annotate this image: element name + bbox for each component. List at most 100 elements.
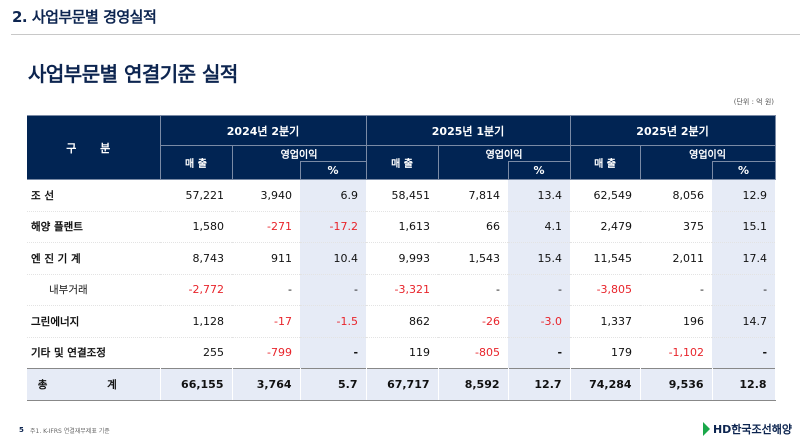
page-number: 5	[19, 426, 24, 434]
margin-cell: -	[508, 337, 571, 369]
sales-cell: -2,772	[160, 274, 232, 306]
table-row: 기타 및 연결조정 255 -799-119 -805-179 -1,102-	[27, 337, 776, 369]
sales-cell: 1,580	[160, 211, 232, 243]
row-label: 엔 진 기 계	[27, 242, 160, 275]
unit-note: (단위 : 억 원)	[733, 98, 774, 106]
margin-cell: 14.7	[712, 305, 776, 338]
margin-cell: -	[712, 274, 776, 306]
sales-header: 매 출	[365, 145, 439, 180]
total-row: 총 계 66,155 3,764 5.7 67,717 8,592 12.7 74,284 9,…	[27, 368, 776, 401]
row-label: 내부거래	[27, 274, 160, 306]
op-profit-cell: 66	[438, 211, 509, 243]
margin-cell: 12.8	[712, 368, 776, 401]
margin-cell: 13.4	[508, 179, 571, 212]
op-profit-cell: -17	[232, 305, 300, 338]
company-logo: HD한국조선해양	[702, 421, 792, 437]
results-table: 구 분 2024년 2분기 2025년 1분기 2025년 2분기 매 출 영업…	[27, 115, 776, 401]
row-label: 기타 및 연결조정	[27, 337, 160, 369]
op-header: 영업이익	[639, 145, 776, 162]
logo-text: HD한국조선해양	[712, 423, 792, 436]
sales-cell: 11,545	[570, 242, 641, 275]
op-profit-cell: -271	[232, 211, 300, 243]
op-profit-cell: 3,940	[232, 179, 300, 212]
logo-chevron-icon	[702, 422, 710, 436]
op-profit-cell: 7,814	[438, 179, 509, 212]
row-label: 해양 플랜트	[27, 211, 160, 243]
margin-cell: 4.1	[508, 211, 571, 243]
category-header: 구 분	[27, 115, 161, 180]
divider	[11, 34, 800, 35]
row-label: 총 계	[27, 368, 161, 401]
footnote: 주1. K-IFRS 연결재무제표 기준	[30, 428, 110, 435]
sales-cell: 8,743	[160, 242, 232, 275]
margin-cell: -1.5	[300, 305, 367, 338]
row-label: 그린에너지	[27, 305, 160, 338]
sales-cell: -3,321	[366, 274, 439, 306]
page-title: 사업부문별 연결기준 실적	[28, 62, 238, 86]
table-row: 내부거래 -2,772- - -3,321- - -3,805- -	[27, 274, 776, 306]
sales-cell: 9,993	[366, 242, 439, 275]
margin-cell: 15.4	[508, 242, 571, 275]
sales-cell: 255	[160, 337, 232, 369]
op-value-header	[639, 161, 713, 180]
sales-header: 매 출	[569, 145, 641, 180]
margin-cell: -3.0	[508, 305, 571, 338]
op-profit-cell: -805	[438, 337, 509, 369]
sales-cell: 58,451	[366, 179, 439, 212]
margin-cell: 15.1	[712, 211, 776, 243]
op-profit-cell: -799	[232, 337, 300, 369]
table-row: 그린에너지 1,128 -17 -1.5 862 -26 -3.0 1,337 196 14.7	[27, 305, 776, 338]
op-profit-cell: 911	[232, 242, 300, 275]
period-header: 2025년 2분기	[569, 115, 776, 146]
pct-header: %	[507, 161, 571, 180]
sales-cell: 119	[366, 337, 439, 369]
sales-cell: 66,155	[160, 368, 233, 401]
margin-cell: -	[508, 274, 571, 306]
margin-cell: 17.4	[712, 242, 776, 275]
op-profit-cell: -	[640, 274, 713, 306]
pct-header: %	[711, 161, 776, 180]
op-header: 영업이익	[231, 145, 367, 162]
op-profit-cell: 1,543	[438, 242, 509, 275]
sales-cell: 57,221	[160, 179, 232, 212]
table-body: 조 선 57,221 3,940 6.9 58,451 7,814 13.4 62,549 8,…	[27, 179, 776, 401]
op-profit-cell: 196	[640, 305, 713, 338]
margin-cell: -	[300, 337, 367, 369]
table-row: 해양 플랜트 1,580 -271 -17.2 1,613 66 4.1 2,479 375 15…	[27, 211, 776, 243]
op-header: 영업이익	[437, 145, 571, 162]
sales-cell: 179	[570, 337, 641, 369]
op-profit-cell: 375	[640, 211, 713, 243]
sales-header: 매 출	[159, 145, 233, 180]
op-profit-cell: 9,536	[640, 368, 713, 401]
margin-cell: 5.7	[300, 368, 367, 401]
op-profit-cell: 2,011	[640, 242, 713, 275]
margin-cell: -	[712, 337, 776, 369]
margin-cell: 6.9	[300, 179, 367, 212]
row-label: 조 선	[27, 179, 160, 212]
sales-cell: 862	[366, 305, 439, 338]
margin-cell: 12.9	[712, 179, 776, 212]
sales-cell: 1,337	[570, 305, 641, 338]
period-header: 2025년 1분기	[365, 115, 571, 146]
sales-cell: 67,717	[366, 368, 439, 401]
op-profit-cell: -	[438, 274, 509, 306]
pct-header: %	[299, 161, 367, 180]
section-title: 2. 사업부문별 경영실적	[12, 8, 157, 26]
margin-cell: 12.7	[508, 368, 571, 401]
sales-cell: 1,128	[160, 305, 232, 338]
margin-cell: 10.4	[300, 242, 367, 275]
margin-cell: -17.2	[300, 211, 367, 243]
sales-cell: 2,479	[570, 211, 641, 243]
op-profit-cell: 8,056	[640, 179, 713, 212]
op-profit-cell: 8,592	[438, 368, 509, 401]
op-value-header	[437, 161, 509, 180]
sales-cell: 62,549	[570, 179, 641, 212]
margin-cell: -	[300, 274, 367, 306]
op-profit-cell: -26	[438, 305, 509, 338]
table-row: 조 선 57,221 3,940 6.9 58,451 7,814 13.4 62,549 8,…	[27, 179, 776, 212]
op-value-header	[231, 161, 301, 180]
sales-cell: 74,284	[570, 368, 641, 401]
sales-cell: -3,805	[570, 274, 641, 306]
sales-cell: 1,613	[366, 211, 439, 243]
op-profit-cell: 3,764	[232, 368, 301, 401]
